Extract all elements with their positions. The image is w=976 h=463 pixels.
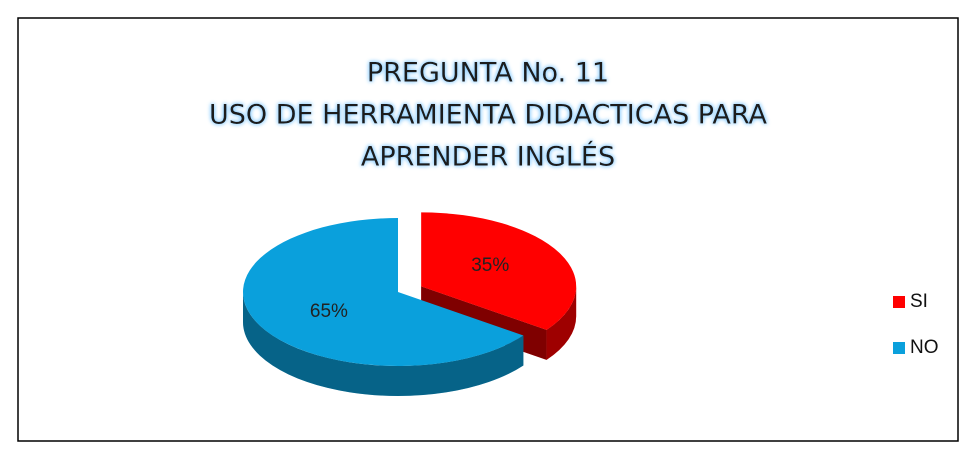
slice-shade [243,292,524,396]
pie-slice [242,218,524,367]
slice-side [243,292,524,396]
legend-label: NO [910,337,939,358]
legend-label: SI [910,291,928,312]
chart-title: APRENDER INGLÉS [361,141,615,173]
legend-swatch [893,296,905,308]
slice-side [546,286,577,360]
data-label: 65% [310,301,348,322]
chart-title: USO DE HERRAMIENTA DIDACTICAS PARA [209,100,767,131]
data-label: 35% [471,255,509,276]
chart-title: PREGUNTA No. 11 [367,58,609,89]
slice-shade [546,286,577,360]
legend-swatch [893,342,905,354]
pie-slice [421,212,577,330]
